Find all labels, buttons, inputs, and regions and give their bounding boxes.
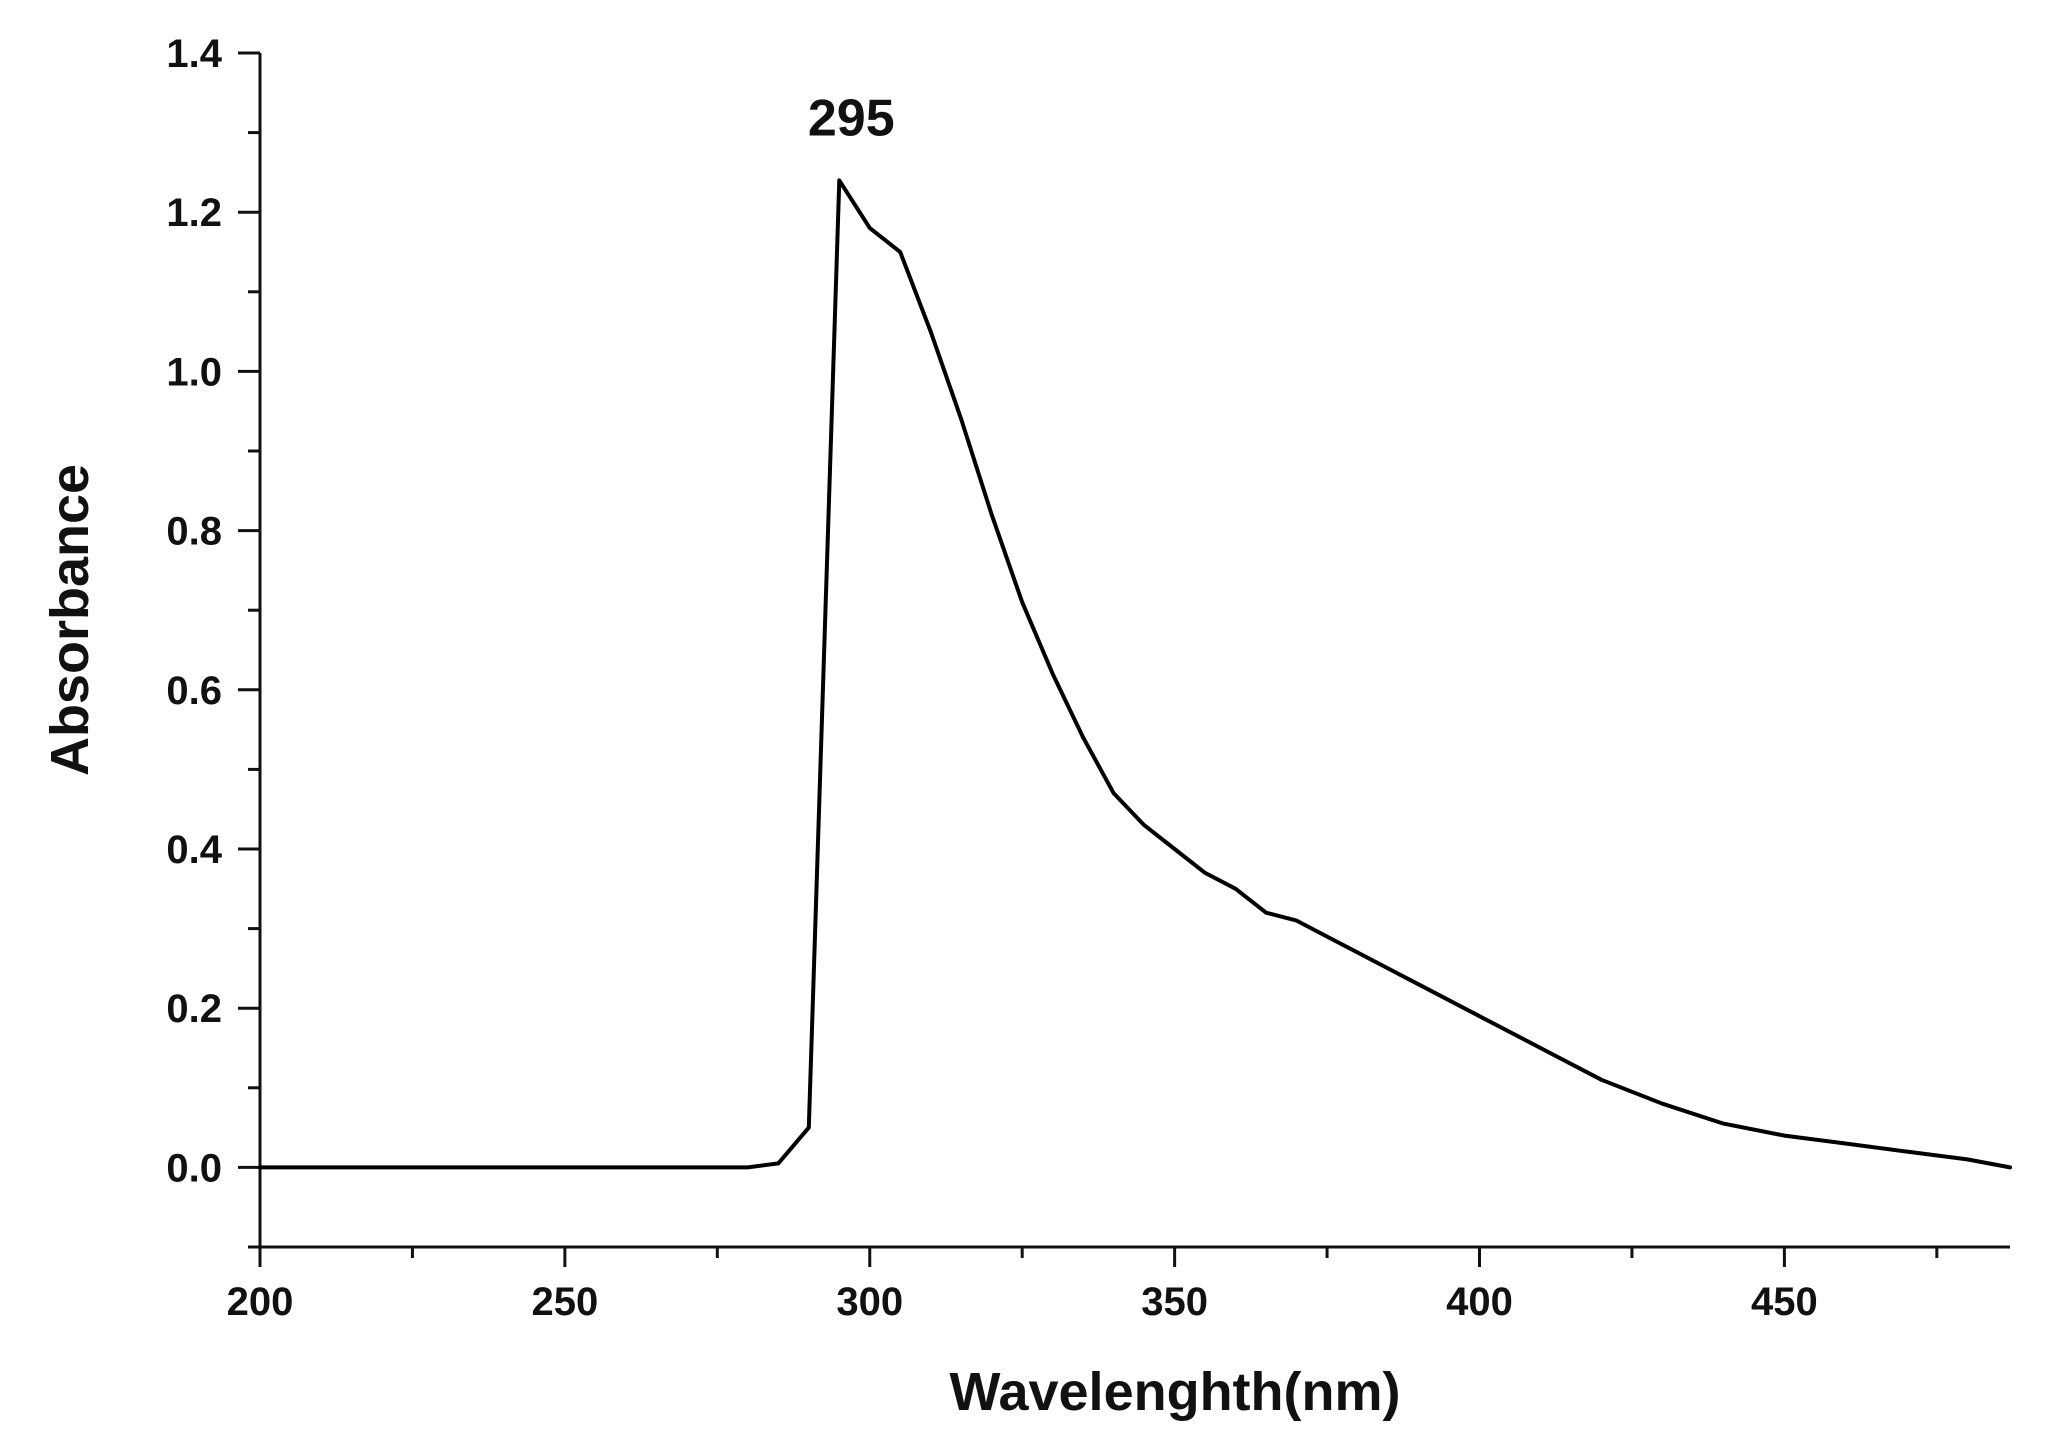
y-tick-label: 0.8: [166, 510, 222, 554]
y-tick-label: 0.4: [166, 828, 222, 872]
x-tick-label: 200: [227, 1280, 294, 1324]
x-tick-label: 350: [1141, 1280, 1208, 1324]
y-tick-label: 0.2: [166, 987, 222, 1031]
y-tick-label: 1.0: [166, 350, 222, 394]
axes-layer: [258, 53, 2010, 1249]
y-tick-label: 1.2: [166, 191, 222, 235]
x-axis-title: Wavelenghth(nm): [950, 1362, 1401, 1422]
x-tick-label: 400: [1446, 1280, 1513, 1324]
x-tick-label: 300: [836, 1280, 903, 1324]
y-tick-label: 0.6: [166, 669, 222, 713]
ticks-layer: [238, 51, 1939, 1267]
x-tick-label: 450: [1751, 1280, 1818, 1324]
labels-layer: 0.0 0.2 0.4 0.6 0.8 1.0 1.2 1.4 200 250 300 350 400 4…: [40, 32, 1818, 1422]
series-layer: [258, 178, 2012, 1170]
absorbance-series-line: [258, 178, 2012, 1170]
y-tick-label: 1.4: [166, 32, 222, 76]
peak-annotation: 295: [808, 89, 895, 147]
y-tick-label: 0.0: [166, 1146, 222, 1190]
x-tick-label: 250: [532, 1280, 599, 1324]
y-axis-title: Absorbance: [40, 464, 100, 776]
